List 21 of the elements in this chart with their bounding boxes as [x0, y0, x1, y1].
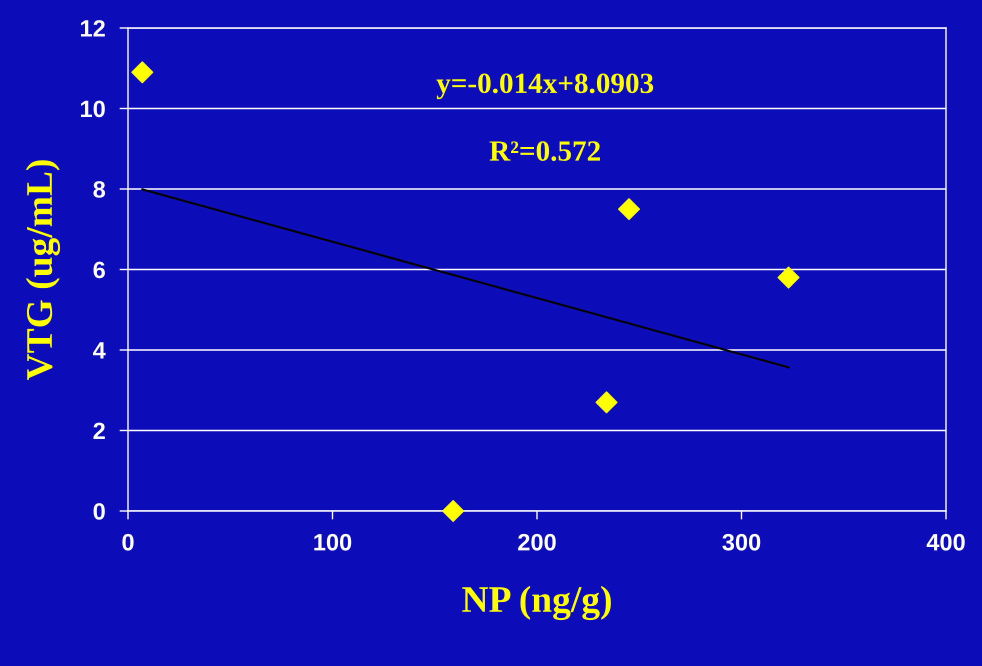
- annotation: R²=0.572: [490, 141, 600, 162]
- point: [131, 61, 154, 84]
- y-tick-label: 6: [94, 262, 105, 278]
- y-tick-label: 4: [93, 342, 106, 359]
- y-axis-title: VTG (ug/mL): [26, 160, 60, 380]
- x-tick-label: 400: [926, 534, 965, 551]
- y-tick-label: 12: [81, 20, 105, 37]
- point: [778, 266, 800, 289]
- x-tick-label: 200: [518, 534, 556, 551]
- point: [596, 391, 618, 414]
- y-tick-label: 2: [93, 422, 105, 440]
- x-axis-title: NP (ng/g): [462, 586, 611, 620]
- x-tick-label: 100: [314, 534, 352, 551]
- y-tick-label: 8: [93, 181, 106, 198]
- point: [442, 500, 464, 522]
- y-tick-label: 0: [94, 503, 105, 520]
- x-tick-label: 0: [122, 534, 134, 551]
- annotation: y=-0.014x+8.0903: [436, 73, 654, 100]
- y-tick-label: 10: [81, 100, 105, 118]
- x-tick-label: 300: [722, 534, 760, 551]
- point: [618, 198, 640, 220]
